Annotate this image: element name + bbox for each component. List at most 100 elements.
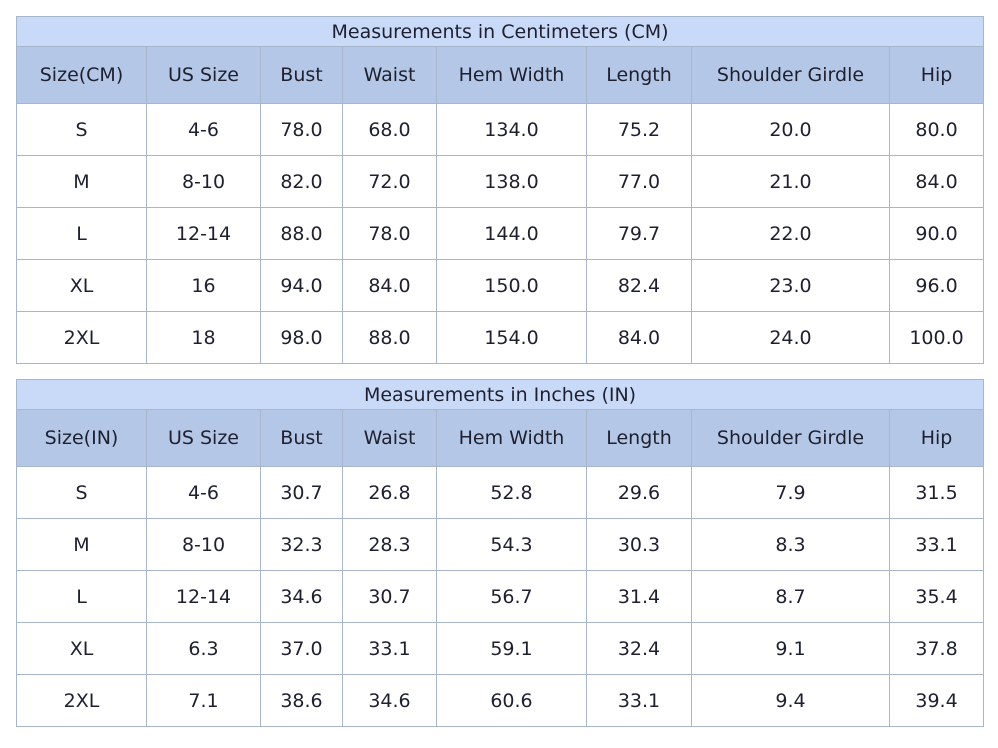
cell: 78.0: [260, 103, 343, 156]
column-header: Waist: [342, 46, 437, 104]
cell: 96.0: [888, 259, 985, 312]
cell: 9.1: [691, 622, 890, 675]
table-title: Measurements in Inches (IN): [15, 379, 985, 410]
cell: 98.0: [260, 311, 343, 364]
cell: 6.3: [146, 622, 261, 675]
cell: M: [16, 155, 147, 208]
cell: 18: [146, 311, 261, 364]
column-header: Length: [586, 46, 692, 104]
data-row: S 4-6 78.0 68.0 134.0 75.2 20.0 80.0: [16, 103, 985, 156]
column-header: Length: [586, 409, 692, 467]
cell: 150.0: [436, 259, 587, 312]
column-header: Size(CM): [16, 46, 147, 104]
cell: 78.0: [342, 207, 437, 260]
cell: 54.3: [436, 518, 587, 571]
data-row: XL 6.3 37.0 33.1 59.1 32.4 9.1 37.8: [16, 622, 985, 675]
cell: 80.0: [888, 103, 985, 156]
column-header: Shoulder Girdle: [691, 46, 890, 104]
cell: L: [16, 207, 147, 260]
cell: 31.4: [586, 570, 692, 623]
title-row: Measurements in Centimeters (CM): [15, 16, 985, 47]
cell: 90.0: [888, 207, 985, 260]
cell: 60.6: [436, 674, 587, 727]
column-header: Waist: [342, 409, 437, 467]
data-row: 2XL 7.1 38.6 34.6 60.6 33.1 9.4 39.4: [16, 674, 985, 727]
cell: 38.6: [260, 674, 343, 727]
cell: 84.0: [342, 259, 437, 312]
column-header: Hem Width: [436, 409, 587, 467]
cell: 2XL: [16, 311, 147, 364]
cell: 94.0: [260, 259, 343, 312]
cell: 7.1: [146, 674, 261, 727]
cell: 12-14: [146, 207, 261, 260]
cell: 75.2: [586, 103, 692, 156]
cell: 68.0: [342, 103, 437, 156]
cell: 138.0: [436, 155, 587, 208]
cell: 4-6: [146, 103, 261, 156]
cell: 21.0: [691, 155, 890, 208]
column-header: Hip: [888, 46, 985, 104]
cell: 8.3: [691, 518, 890, 571]
cell: 4-6: [146, 466, 261, 519]
cell: 24.0: [691, 311, 890, 364]
cell: 31.5: [888, 466, 985, 519]
cell: 37.8: [888, 622, 985, 675]
cell: 9.4: [691, 674, 890, 727]
cell: 7.9: [691, 466, 890, 519]
cell: 33.1: [586, 674, 692, 727]
cell: 82.4: [586, 259, 692, 312]
cell: 72.0: [342, 155, 437, 208]
cell: 23.0: [691, 259, 890, 312]
cell: 84.0: [888, 155, 985, 208]
cell: 144.0: [436, 207, 587, 260]
cell: 32.3: [260, 518, 343, 571]
cell: 37.0: [260, 622, 343, 675]
cell: 84.0: [586, 311, 692, 364]
cell: 8-10: [146, 518, 261, 571]
header-row: Size(IN) US Size Bust Waist Hem Width Length S…: [16, 409, 985, 467]
column-header: Size(IN): [16, 409, 147, 467]
cell: 79.7: [586, 207, 692, 260]
cell: 12-14: [146, 570, 261, 623]
cell: 30.3: [586, 518, 692, 571]
cell: 8-10: [146, 155, 261, 208]
size-table: Measurements in Inches (IN) Size(IN) US Si…: [15, 379, 985, 727]
cell: 8.7: [691, 570, 890, 623]
cell: S: [16, 103, 147, 156]
column-header: Hem Width: [436, 46, 587, 104]
cell: 28.3: [342, 518, 437, 571]
cell: XL: [16, 622, 147, 675]
cell: 33.1: [888, 518, 985, 571]
cell: 134.0: [436, 103, 587, 156]
cell: 26.8: [342, 466, 437, 519]
column-header: US Size: [146, 46, 261, 104]
cell: 20.0: [691, 103, 890, 156]
cell: 59.1: [436, 622, 587, 675]
cell: M: [16, 518, 147, 571]
cell: S: [16, 466, 147, 519]
cell: 39.4: [888, 674, 985, 727]
title-row: Measurements in Inches (IN): [15, 379, 985, 410]
cell: 82.0: [260, 155, 343, 208]
cell: 52.8: [436, 466, 587, 519]
cell: 32.4: [586, 622, 692, 675]
column-header: Bust: [260, 46, 343, 104]
cell: L: [16, 570, 147, 623]
size-table: Measurements in Centimeters (CM) Size(CM)…: [15, 16, 985, 364]
cell: 16: [146, 259, 261, 312]
cell: 2XL: [16, 674, 147, 727]
column-header: Bust: [260, 409, 343, 467]
column-header: US Size: [146, 409, 261, 467]
cell: 29.6: [586, 466, 692, 519]
cell: 35.4: [888, 570, 985, 623]
cell: 34.6: [260, 570, 343, 623]
cell: 33.1: [342, 622, 437, 675]
cell: 100.0: [888, 311, 985, 364]
data-row: L 12-14 34.6 30.7 56.7 31.4 8.7 35.4: [16, 570, 985, 623]
column-header: Shoulder Girdle: [691, 409, 890, 467]
cell: 77.0: [586, 155, 692, 208]
data-row: XL 16 94.0 84.0 150.0 82.4 23.0 96.0: [16, 259, 985, 312]
cell: 88.0: [342, 311, 437, 364]
data-row: 2XL 18 98.0 88.0 154.0 84.0 24.0 100.0: [16, 311, 985, 364]
header-row: Size(CM) US Size Bust Waist Hem Width Length S…: [16, 46, 985, 104]
